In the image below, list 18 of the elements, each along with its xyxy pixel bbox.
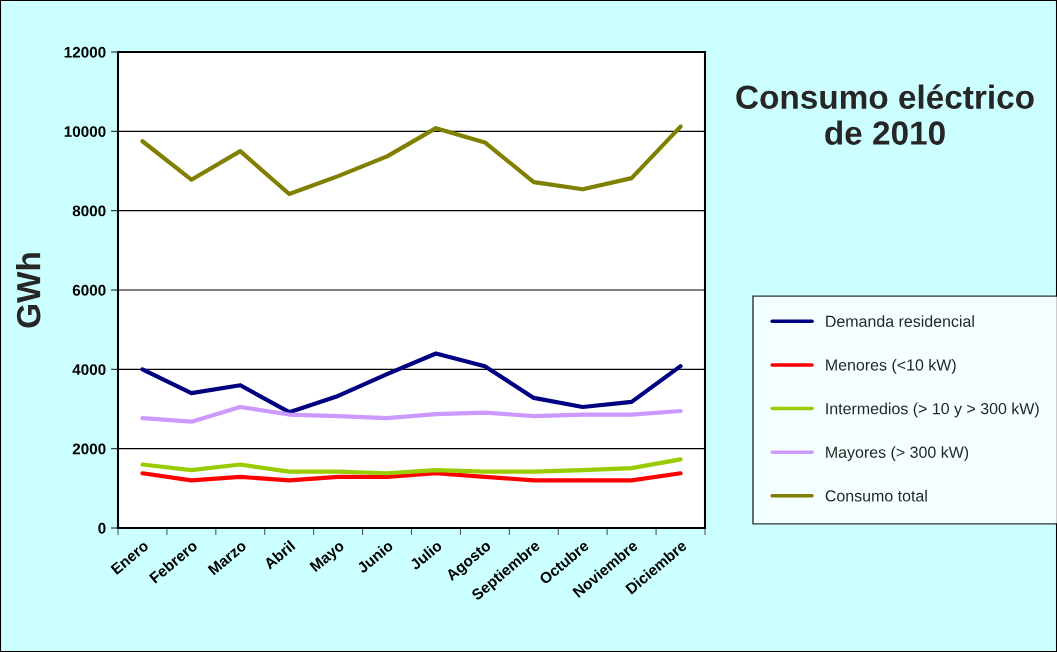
line-series bbox=[140, 457, 683, 476]
legend-label: Consumo total bbox=[825, 489, 927, 502]
y-tick-label: 10000 bbox=[64, 126, 106, 138]
line-series bbox=[140, 351, 683, 415]
y-tick-label: 0 bbox=[98, 522, 106, 534]
y-tick-label: 2000 bbox=[72, 443, 106, 455]
y-tick-label: 4000 bbox=[72, 364, 106, 376]
legend-label: Menores (<10 kW) bbox=[826, 358, 956, 374]
line-series bbox=[140, 404, 683, 424]
legend-label: Intermedios (> 10 y > 300 kW) bbox=[826, 402, 1039, 418]
legend-label: Demanda residencial bbox=[826, 315, 974, 328]
y-tick-label: 12000 bbox=[64, 46, 106, 58]
legend-label: Mayores (> 300 kW) bbox=[826, 446, 969, 462]
y-tick-label: 8000 bbox=[72, 205, 106, 217]
text: Consumo eléctrico de 2010 bbox=[736, 84, 1034, 145]
y-tick-label: 6000 bbox=[72, 284, 106, 296]
y-axis-title: GWh bbox=[15, 253, 41, 328]
line-series bbox=[140, 124, 683, 197]
